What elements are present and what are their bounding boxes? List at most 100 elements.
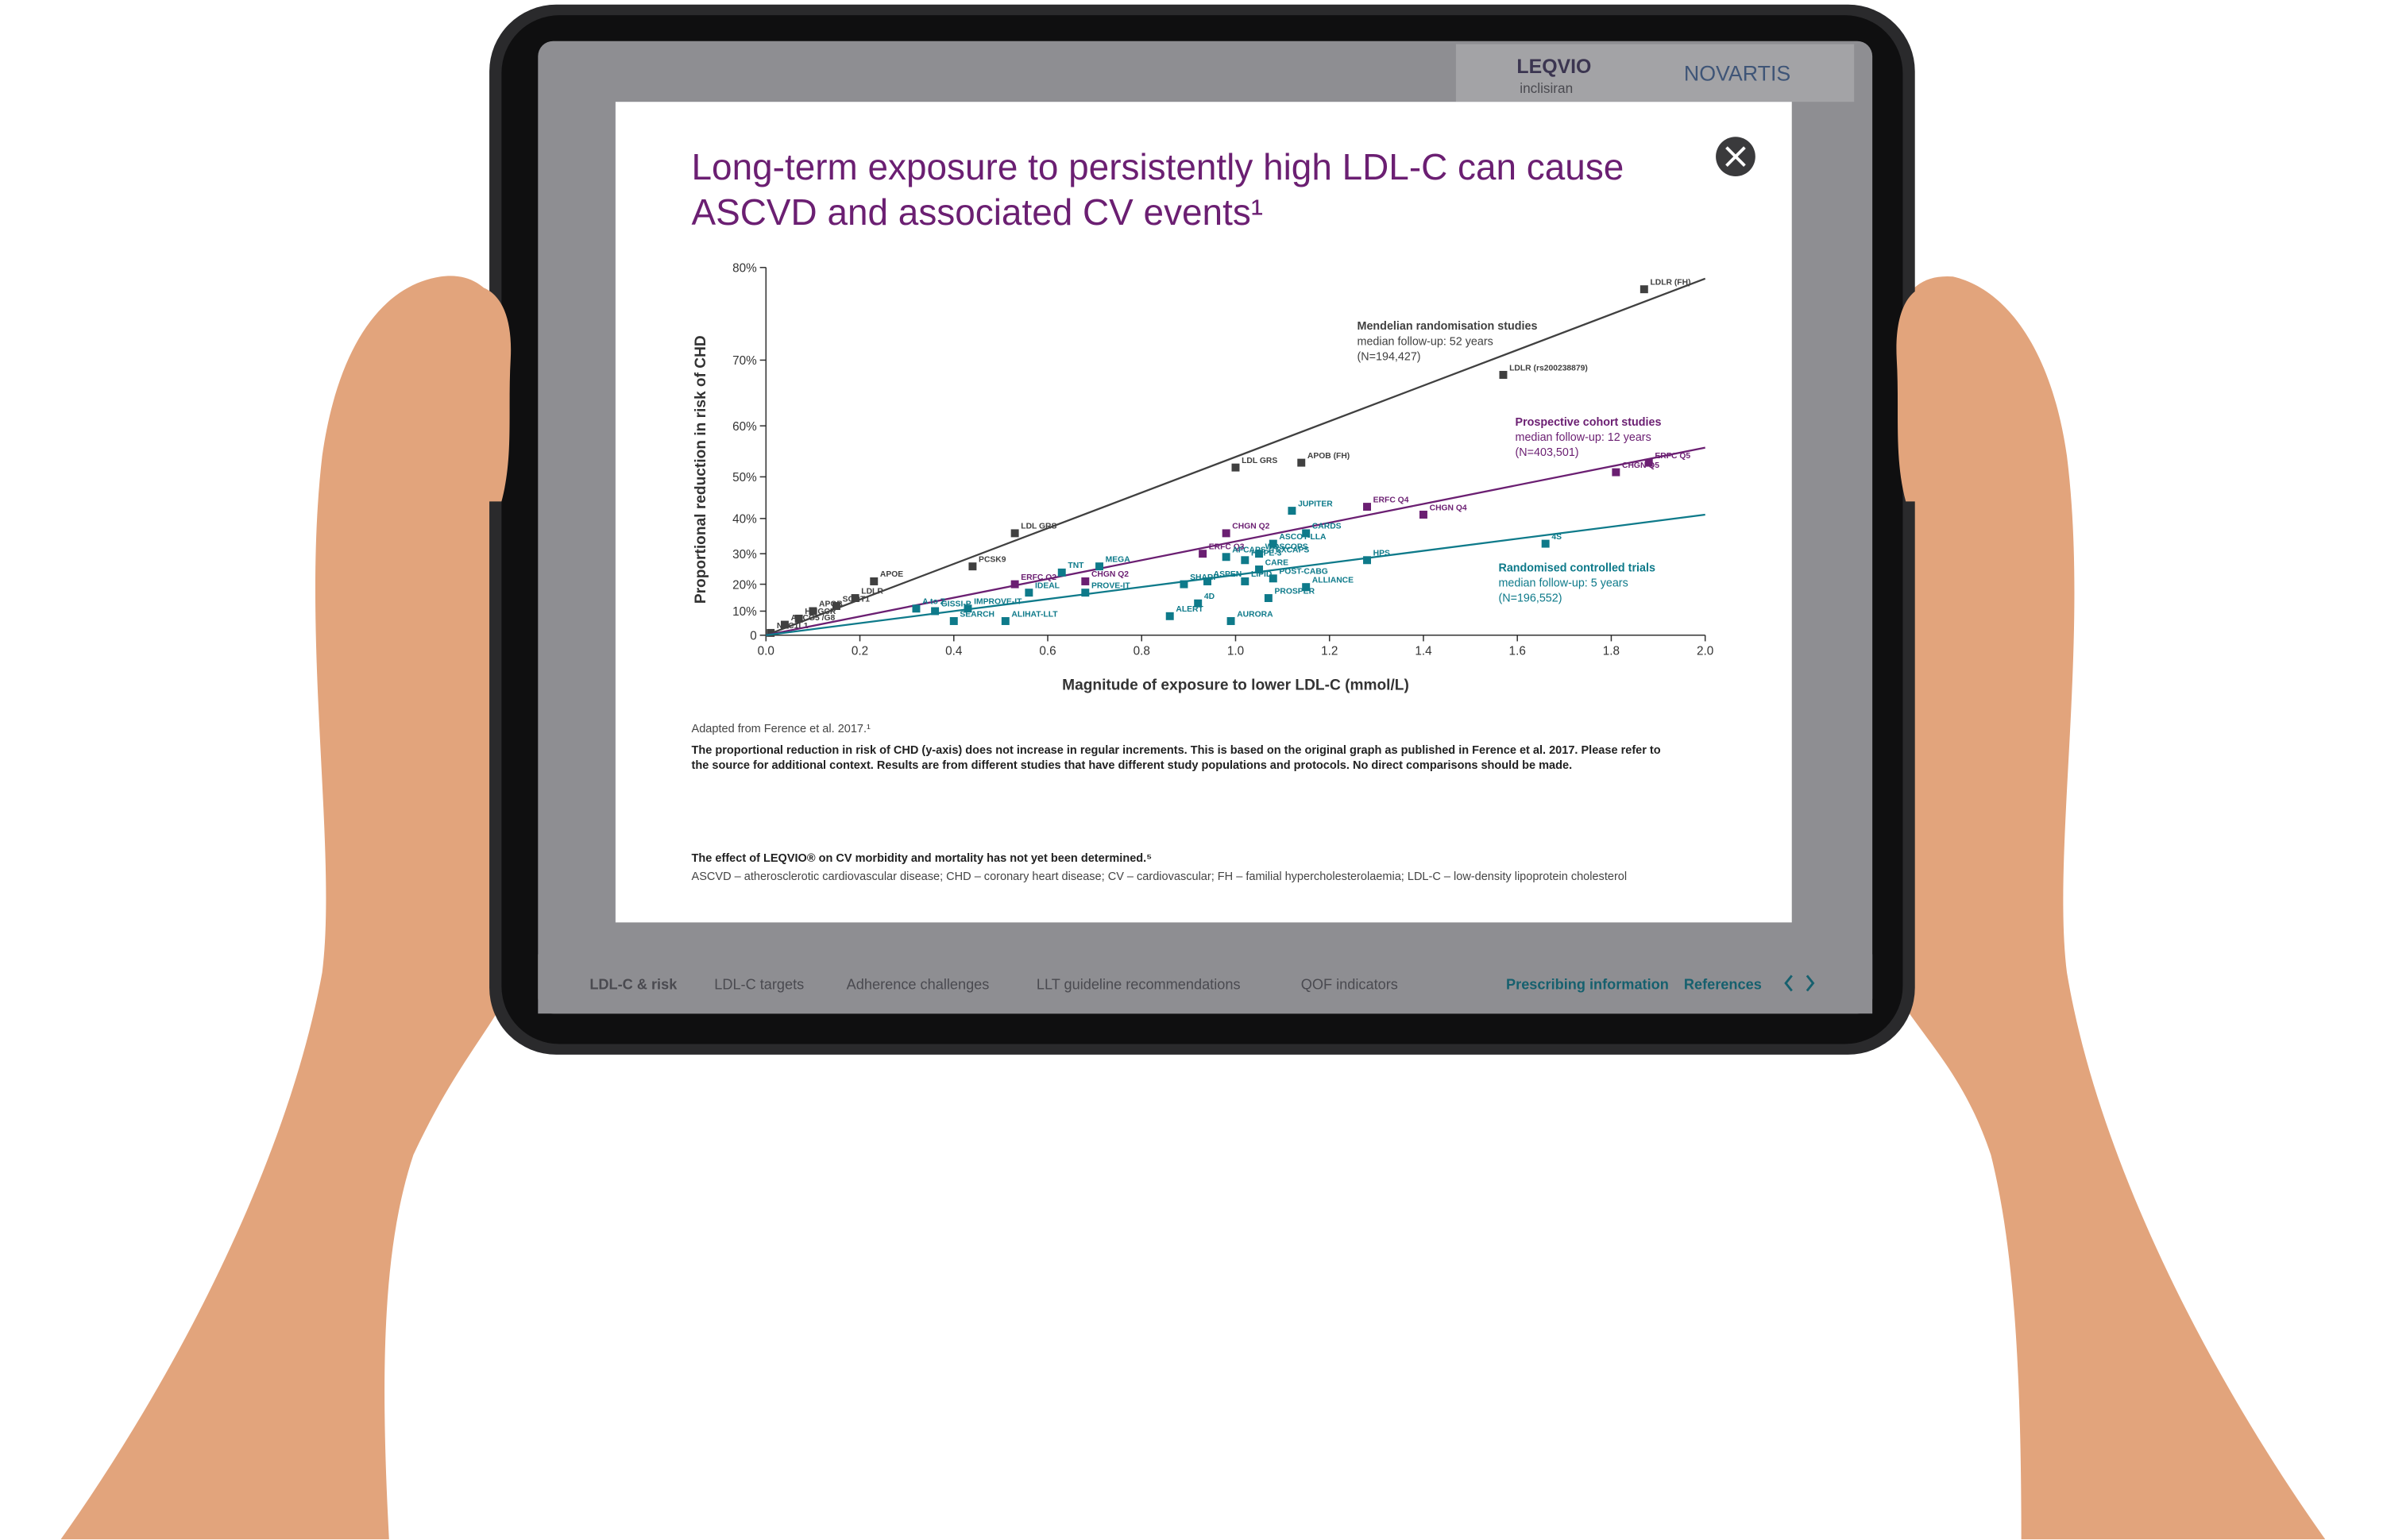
point-label: ERFC Q3 (1209, 542, 1245, 551)
x-tick-label: 0.6 (1039, 645, 1056, 658)
point-label: ERFC Q4 (1373, 496, 1409, 504)
abbreviations: ASCVD – atherosclerotic cardiovascular d… (692, 870, 1628, 883)
data-point (912, 604, 921, 613)
series-note: (N=194,427) (1358, 350, 1421, 363)
point-label: ERFC Q5 (1655, 452, 1690, 461)
x-tick-label: 1.8 (1603, 645, 1620, 658)
source-note: Adapted from Ference et al. 2017.¹ (692, 723, 871, 735)
point-label: APOB (FH) (1307, 452, 1350, 461)
left-hand (60, 276, 520, 1540)
next-arrow[interactable] (1806, 975, 1815, 992)
point-label: LIPID (1251, 570, 1273, 579)
point-label: AFCAPS /TEXCAPS (1232, 546, 1309, 555)
data-point (1199, 550, 1207, 558)
data-point (1222, 553, 1230, 562)
point-label: IDEAL (1035, 581, 1060, 590)
nav-tab[interactable]: LLT guideline recommendations (1037, 977, 1241, 993)
data-point (851, 594, 859, 603)
data-point (1241, 577, 1249, 585)
modal (615, 102, 1792, 923)
x-tick-label: 1.0 (1227, 645, 1244, 658)
data-point (1081, 589, 1090, 597)
data-point (1010, 580, 1019, 589)
brand-company: NOVARTIS (1684, 61, 1790, 85)
prev-arrow[interactable] (1784, 975, 1793, 992)
x-tick-label: 1.6 (1509, 645, 1526, 658)
data-point (1363, 556, 1371, 565)
nav-tab[interactable]: QOF indicators (1301, 977, 1398, 993)
point-label: LDLR (FH) (1650, 278, 1690, 287)
point-label: CHGN Q2 (1232, 523, 1269, 531)
header-logo-area (1455, 44, 1855, 102)
point-label: AURORA (1237, 610, 1273, 619)
nav-link[interactable]: Prescribing information (1506, 977, 1669, 993)
point-label: HPS (1373, 550, 1390, 558)
chart-title: Long-term exposure to persistently high … (692, 146, 1624, 187)
point-label: ALIHAT-LLT (1011, 610, 1058, 619)
point-label: HOPE-3 (1251, 550, 1282, 558)
point-label: PCSK9 (979, 555, 1006, 564)
data-point (1541, 539, 1550, 548)
brand-generic: inclisiran (1520, 80, 1573, 96)
nav-tab[interactable]: LDL-C targets (714, 977, 804, 993)
x-tick-label: 1.4 (1415, 645, 1432, 658)
data-point (1180, 580, 1188, 589)
point-label: APOB (819, 600, 843, 609)
series-note: median follow-up: 5 years (1498, 577, 1628, 590)
series-note: (N=196,552) (1498, 592, 1562, 605)
data-point (832, 602, 840, 610)
data-point (1010, 529, 1019, 538)
data-point (1644, 458, 1653, 467)
data-point (1499, 371, 1508, 379)
effect-note: The effect of LEQVIO® on CV morbidity an… (692, 852, 1152, 865)
trend-line (766, 513, 1705, 636)
point-label: LDLR (rs200238879) (1509, 364, 1588, 372)
disclaimer: the source for additional context. Resul… (692, 759, 1573, 772)
data-point (1203, 577, 1211, 585)
left-thumb (455, 285, 512, 502)
close-icon (1725, 146, 1746, 167)
series-name: Mendelian randomisation studies (1358, 320, 1538, 333)
data-point (794, 614, 803, 623)
nav-tab[interactable]: LDL-C & risk (589, 977, 678, 993)
notes: Adapted from Ference et al. 2017.¹ The pr… (692, 723, 1661, 883)
chart: Long-term exposure to persistently high … (692, 146, 1714, 694)
point-label: SEARCH (960, 610, 995, 619)
brand-product: LEQVIO (1516, 56, 1591, 78)
y-axis-title: Proportional reduction in risk of CHD (693, 335, 709, 604)
nav-tab[interactable]: Adherence challenges (847, 977, 990, 993)
x-tick-label: 0.4 (945, 645, 963, 658)
trend-line (766, 446, 1705, 636)
data-point (1264, 594, 1273, 603)
nav-link[interactable]: References (1684, 977, 1762, 993)
point-label: CARDS (1312, 523, 1342, 531)
point-label: LDL GRS (1021, 523, 1056, 531)
data-point (1363, 503, 1371, 511)
point-label: ALERT (1176, 605, 1203, 614)
data-point (964, 604, 972, 613)
data-point (1269, 539, 1277, 548)
data-point (1081, 577, 1090, 585)
point-label: MEGA (1106, 555, 1131, 564)
data-point (1226, 617, 1235, 625)
data-point (1241, 556, 1249, 565)
nav: LDL-C & risk LDL-C targets Adherence chall… (589, 975, 1815, 993)
data-point (1095, 562, 1104, 571)
data-point (949, 617, 958, 625)
y-tick-label: 0 (750, 630, 757, 643)
point-label: CHGN Q2 (1091, 570, 1129, 579)
series-note: (N=403,501) (1516, 446, 1579, 459)
y-tick-label: 30% (732, 548, 757, 562)
point-label: LDLR (861, 587, 883, 596)
right-hand (1884, 276, 2326, 1540)
data-point (1269, 574, 1277, 583)
series-name: Prospective cohort studies (1516, 416, 1662, 429)
data-point (1222, 529, 1230, 538)
series-note: median follow-up: 52 years (1358, 335, 1493, 348)
data-point (1255, 550, 1264, 558)
data-point (1231, 463, 1240, 472)
series-note: median follow-up: 12 years (1516, 431, 1651, 444)
point-label: PROVE-IT (1091, 581, 1130, 590)
data-point (1255, 565, 1264, 574)
